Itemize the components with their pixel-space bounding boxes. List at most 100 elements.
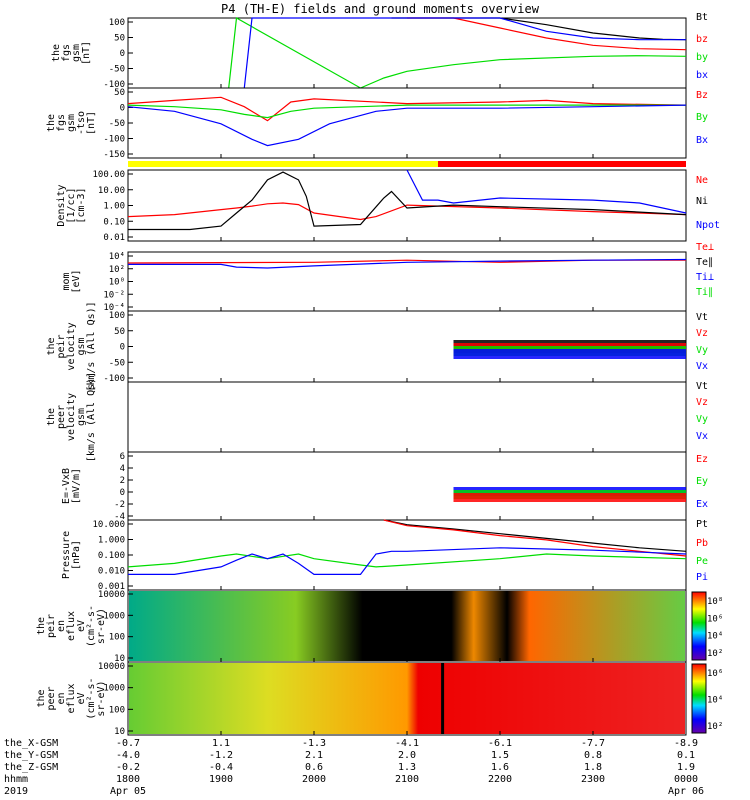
x-tick-value: 1.6	[491, 762, 509, 773]
y-axis-label-line: eV	[76, 620, 87, 632]
y-axis-label-line: the	[46, 114, 57, 132]
y-axis-label-line: gsm	[76, 337, 87, 355]
x-tick-value: -0.2	[116, 762, 140, 773]
y-axis-label: thepeirvelocitygsm[km/s (All Qs)]	[46, 301, 97, 391]
x-tick-value: 1.5	[491, 750, 509, 761]
y-axis-label-line: fgs	[56, 114, 67, 132]
legend-Pt: Pt	[696, 519, 708, 530]
y-tick-label: 0	[120, 104, 125, 114]
x-tick-value: 2.0	[398, 750, 416, 761]
x-tick-value: -1.2	[209, 750, 233, 761]
y-tick-label: 0	[120, 49, 125, 59]
x-tick-value: Apr 06	[668, 786, 704, 797]
y-tick-label: 1000	[103, 684, 125, 694]
series-Ni	[128, 171, 687, 231]
y-tick-label: -100	[103, 135, 125, 145]
y-axis-label: E=-VxB[mV/m]	[61, 468, 82, 504]
x-label-row: the_X-GSM	[4, 738, 58, 749]
y-tick-label: 10⁻⁴	[103, 303, 125, 313]
legend-Vz: Vz	[696, 328, 708, 339]
panel-frame	[127, 519, 687, 591]
y-axis-label-line: Pressure	[61, 531, 72, 579]
y-tick-label: 4	[120, 464, 125, 474]
panel-frame	[127, 87, 687, 159]
series-Npot	[406, 169, 687, 214]
y-tick-label: 100.00	[92, 170, 125, 180]
series-By	[127, 104, 686, 119]
series-Pt	[383, 519, 687, 552]
x-tick-value: 1.1	[212, 738, 230, 749]
legend-Vt: Vt	[696, 312, 708, 323]
x-tick-value: -6.1	[488, 738, 512, 749]
legend-Ne: Ne	[696, 175, 708, 186]
legend-Vy: Vy	[696, 414, 708, 425]
velocity-noise	[453, 349, 686, 359]
legend-by: by	[696, 52, 708, 63]
series-bx	[243, 17, 686, 89]
legend-Te∥: Te∥	[696, 257, 713, 268]
colorbar-tick-label: 10⁶	[707, 614, 723, 624]
y-axis-label: thefgsgsm-tso[nT]	[46, 111, 97, 135]
x-tick-value: 2000	[302, 774, 326, 785]
x-tick-value: -0.4	[209, 762, 233, 773]
x-tick-value: 0.1	[677, 750, 695, 761]
colorbar	[691, 591, 707, 661]
y-tick-label: -100	[103, 80, 125, 90]
panel-4: 10⁴ 10² 10⁰ 10⁻² 10⁻⁴ mom[eV] Te⊥ Te∥ Ti⊥ Ti∥	[61, 242, 714, 313]
legend-bz: bz	[696, 34, 708, 45]
panel-3: 100.00 10.00 1.00 0.10 0.01 Density[1/cc][cm-…	[56, 169, 720, 243]
panel-frame	[127, 251, 687, 312]
y-tick-label: -50	[109, 358, 125, 368]
x-label-row: the_Y-GSM	[4, 750, 58, 761]
y-axis-label-line: eflux	[66, 611, 77, 641]
colorbar-tick-label: 10⁴	[707, 632, 723, 642]
series-Pe	[127, 553, 687, 568]
y-axis-label: thepeervelocitygsm[km/s (All Qs)]	[46, 372, 97, 462]
y-axis-label-line: [mV/m]	[71, 468, 82, 504]
legend-Pb: Pb	[696, 538, 708, 549]
legend-Pe: Pe	[696, 556, 708, 567]
colorbar-tick-label: 10⁴	[707, 696, 723, 706]
legend-bx: bx	[696, 70, 708, 81]
y-axis-label: Density[1/cc][cm-3]	[56, 184, 87, 226]
y-axis-label-line: peir	[56, 334, 67, 358]
colorbar-tick-label: 10⁶	[707, 669, 723, 679]
y-tick-label: -100	[103, 374, 125, 384]
series-by	[228, 17, 687, 89]
panel-6: thepeervelocitygsm[km/s (All Qs)] Vt Vz Vy V…	[46, 372, 708, 462]
y-axis-label-line: gsm	[71, 44, 82, 62]
y-tick-label: 10²	[109, 265, 125, 275]
y-axis-label-line: (cm²-s-	[86, 677, 97, 719]
y-tick-label: 100	[109, 18, 125, 28]
y-axis-label-line: eflux	[66, 683, 77, 713]
x-tick-value: -7.7	[581, 738, 605, 749]
y-axis-label-line: the	[46, 337, 57, 355]
y-axis-label-line: E=-VxB	[61, 468, 72, 504]
y-tick-label: 50	[114, 88, 125, 98]
y-axis-label-line: sr-eV)	[96, 608, 107, 644]
legend-Bz: Bz	[696, 90, 708, 101]
x-tick-value: 1.3	[398, 762, 416, 773]
y-tick-label: 0.010	[98, 567, 125, 577]
x-tick-value: Apr 05	[110, 786, 146, 797]
y-tick-label: 50	[114, 327, 125, 337]
y-axis-label: Pressure[nPa]	[61, 531, 82, 579]
spectrogram	[129, 663, 685, 734]
y-tick-label: 0.001	[98, 582, 125, 592]
x-tick-value: 0.8	[584, 750, 602, 761]
colorbar-tick-label: 10²	[707, 722, 723, 732]
legend-Vx: Vx	[696, 361, 708, 372]
y-axis-label-line: peer	[46, 686, 57, 710]
y-tick-label: 6	[120, 452, 125, 462]
legend-Npot: Npot	[696, 220, 720, 231]
x-tick-value: -4.0	[116, 750, 140, 761]
legend-Vy: Vy	[696, 345, 708, 356]
y-tick-label: 1000	[103, 611, 125, 621]
legend-Vz: Vz	[696, 397, 708, 408]
y-axis-label-line: mom	[61, 272, 72, 290]
y-axis-label-line: en	[56, 620, 67, 632]
y-tick-label: 10000	[98, 590, 125, 600]
series-Bx	[127, 104, 687, 147]
